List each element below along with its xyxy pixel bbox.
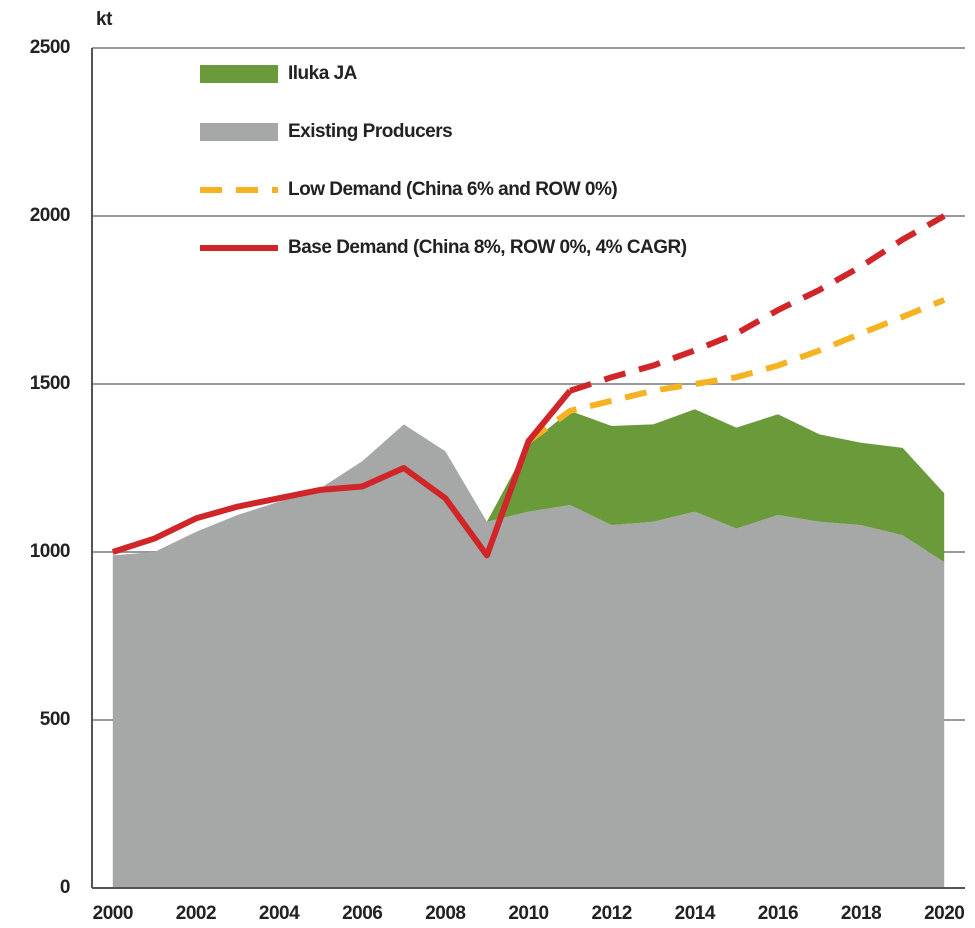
legend-label: Low Demand (China 6% and ROW 0%) bbox=[288, 179, 617, 200]
x-tick-label: 2018 bbox=[841, 903, 881, 924]
x-tick-label: 2020 bbox=[924, 903, 964, 924]
stacked-area bbox=[486, 409, 945, 563]
x-tick-label: 2004 bbox=[259, 903, 300, 924]
x-tick-label: 2002 bbox=[176, 903, 216, 924]
line bbox=[526, 297, 946, 444]
legend-label: Existing Producers bbox=[288, 121, 452, 142]
y-tick-label: 1500 bbox=[30, 373, 70, 394]
legend-label: Base Demand (China 8%, ROW 0%, 4% CAGR) bbox=[288, 237, 687, 258]
line bbox=[569, 213, 946, 394]
y-tick-label: 1000 bbox=[30, 541, 70, 562]
line bbox=[111, 388, 573, 559]
y-tick-label: 500 bbox=[40, 709, 70, 730]
x-tick-label: 2014 bbox=[675, 903, 716, 924]
area bbox=[112, 424, 945, 888]
x-tick-label: 2000 bbox=[93, 903, 133, 924]
y-tick-label: 0 bbox=[60, 877, 70, 898]
y-tick-label: 2000 bbox=[30, 205, 70, 226]
x-tick-label: 2010 bbox=[508, 903, 548, 924]
legend-label: Iluka JA bbox=[288, 63, 358, 84]
x-tick-label: 2006 bbox=[342, 903, 382, 924]
y-unit: kt bbox=[96, 9, 113, 30]
x-tick-label: 2016 bbox=[758, 903, 798, 924]
x-tick-label: 2012 bbox=[592, 903, 632, 924]
y-tick-label: 2500 bbox=[30, 37, 70, 58]
x-tick-label: 2008 bbox=[425, 903, 465, 924]
legend-swatch bbox=[200, 65, 278, 83]
legend-swatch bbox=[200, 123, 278, 141]
